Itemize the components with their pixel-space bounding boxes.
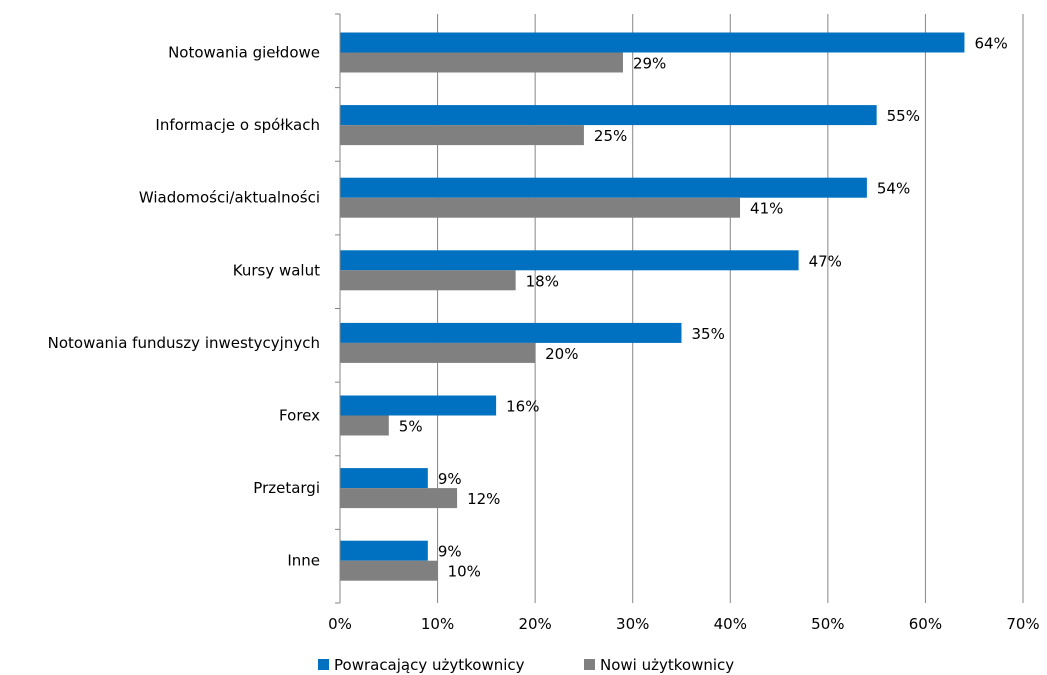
data-label: 25% [594, 127, 627, 145]
category-label: Przetargi [253, 479, 320, 497]
x-tick-label: 60% [909, 615, 942, 633]
bar [340, 322, 682, 343]
bar [340, 250, 799, 271]
bar [340, 395, 497, 416]
data-label: 16% [506, 398, 539, 416]
bar [340, 125, 584, 146]
data-label: 12% [467, 490, 500, 508]
category-label: Notowania giełdowe [168, 44, 320, 62]
category-label: Notowania funduszy inwestycyjnych [48, 334, 320, 352]
data-label: 64% [974, 35, 1007, 53]
bar [340, 52, 623, 73]
bar [340, 177, 867, 198]
data-label: 9% [438, 543, 462, 561]
legend-swatch [318, 659, 329, 670]
bar [340, 32, 965, 53]
legend-label: Powracający użytkownicy [334, 656, 525, 674]
x-tick-label: 40% [714, 615, 747, 633]
bar [340, 560, 438, 581]
axis [335, 13, 341, 604]
x-tick-label: 0% [328, 615, 352, 633]
legend-swatch [584, 659, 595, 670]
bar [340, 105, 877, 126]
category-label: Inne [287, 552, 320, 570]
labels: 0% 10% 20% 30% 40% 50% 60% 70% 64% 29% Notowania g… [48, 35, 1040, 634]
legend: Powracający użytkownicy Nowi użytkownicy [318, 656, 734, 674]
data-label: 9% [438, 470, 462, 488]
bar [340, 415, 389, 436]
category-label: Informacje o spółkach [155, 116, 320, 134]
data-label: 20% [545, 345, 578, 363]
x-tick-label: 50% [811, 615, 844, 633]
bar [340, 342, 536, 363]
x-tick-label: 10% [421, 615, 454, 633]
data-label: 54% [877, 180, 910, 198]
x-tick-label: 30% [616, 615, 649, 633]
data-label: 18% [526, 272, 559, 290]
data-label: 47% [809, 252, 842, 270]
bar [340, 540, 428, 561]
data-label: 29% [633, 55, 666, 73]
bar [340, 488, 458, 509]
x-tick-label: 20% [518, 615, 551, 633]
data-label: 5% [399, 418, 423, 436]
data-label: 55% [887, 107, 920, 125]
data-label: 35% [692, 325, 725, 343]
bar [340, 197, 741, 218]
category-label: Wiadomości/aktualności [139, 189, 320, 207]
legend-label: Nowi użytkownicy [600, 656, 734, 674]
category-label: Kursy walut [233, 261, 320, 279]
category-label: Forex [279, 407, 320, 425]
gridlines [437, 14, 1024, 603]
x-tick-label: 70% [1006, 615, 1039, 633]
data-label: 41% [750, 200, 783, 218]
bar [340, 270, 516, 291]
data-label: 10% [448, 563, 481, 581]
bar [340, 468, 428, 489]
bars [340, 32, 965, 581]
